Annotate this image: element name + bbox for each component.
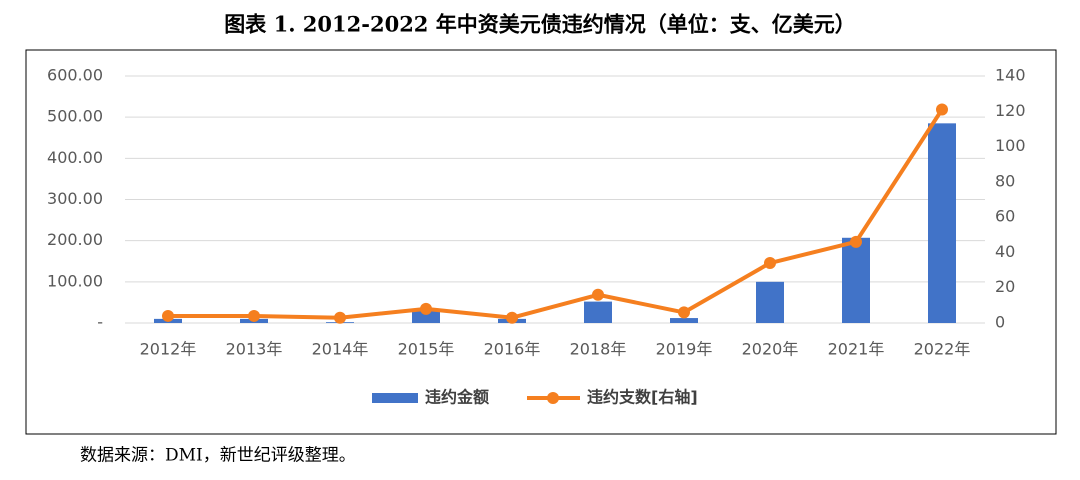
- bar: [412, 310, 440, 323]
- x-tick-label: 2020年: [742, 340, 799, 359]
- legend-swatch: [547, 392, 559, 404]
- y2-tick-label: 40: [995, 242, 1015, 261]
- line-marker: [592, 288, 604, 301]
- line-marker: [936, 103, 948, 116]
- y-tick-label: 400.00: [47, 148, 103, 167]
- x-tick-label: 2019年: [656, 340, 713, 359]
- bar: [670, 318, 698, 323]
- legend-label: 违约支数[右轴]: [587, 388, 698, 407]
- line-marker: [764, 257, 776, 270]
- line-marker: [850, 235, 862, 248]
- y2-tick-label: 60: [995, 207, 1015, 226]
- y2-tick-label: 100: [995, 136, 1026, 155]
- y-tick-label: 600.00: [47, 66, 103, 85]
- x-tick-label: 2022年: [914, 340, 971, 359]
- bar: [756, 281, 784, 323]
- line-marker: [162, 309, 174, 322]
- line-marker: [248, 309, 260, 322]
- x-tick-label: 2018年: [570, 340, 627, 359]
- y2-tick-label: 120: [995, 101, 1026, 120]
- x-tick-label: 2016年: [484, 340, 541, 359]
- y-tick-label: 500.00: [47, 107, 103, 126]
- line-marker: [678, 306, 690, 319]
- y2-tick-label: 80: [995, 171, 1015, 190]
- x-tick-label: 2015年: [398, 340, 455, 359]
- y2-tick-label: 140: [995, 66, 1026, 85]
- y-tick-label: 200.00: [47, 230, 103, 249]
- x-tick-label: 2014年: [312, 340, 369, 359]
- x-tick-label: 2012年: [140, 340, 197, 359]
- x-tick-label: 2021年: [828, 340, 885, 359]
- y-tick-label: -: [97, 313, 103, 332]
- line: [168, 108, 944, 320]
- legend-swatch: [372, 393, 418, 403]
- y-tick-label: 100.00: [47, 271, 103, 290]
- line-marker: [334, 311, 346, 324]
- legend-label: 违约金额: [425, 388, 489, 407]
- y-tick-label: 300.00: [47, 189, 103, 208]
- y2-tick-label: 0: [995, 313, 1005, 332]
- x-tick-label: 2013年: [226, 340, 283, 359]
- bar: [928, 123, 956, 323]
- chart-frame: [25, 49, 1057, 435]
- bar: [584, 301, 612, 323]
- chart-title: 图表 1. 2012-2022 年中资美元债违约情况（单位：支、亿美元）: [224, 12, 855, 37]
- y2-tick-label: 20: [995, 277, 1015, 296]
- line-marker: [420, 302, 432, 315]
- source-note: 数据来源：DMI，新世纪评级整理。: [80, 446, 356, 466]
- line-marker: [506, 311, 518, 324]
- bar: [842, 237, 870, 323]
